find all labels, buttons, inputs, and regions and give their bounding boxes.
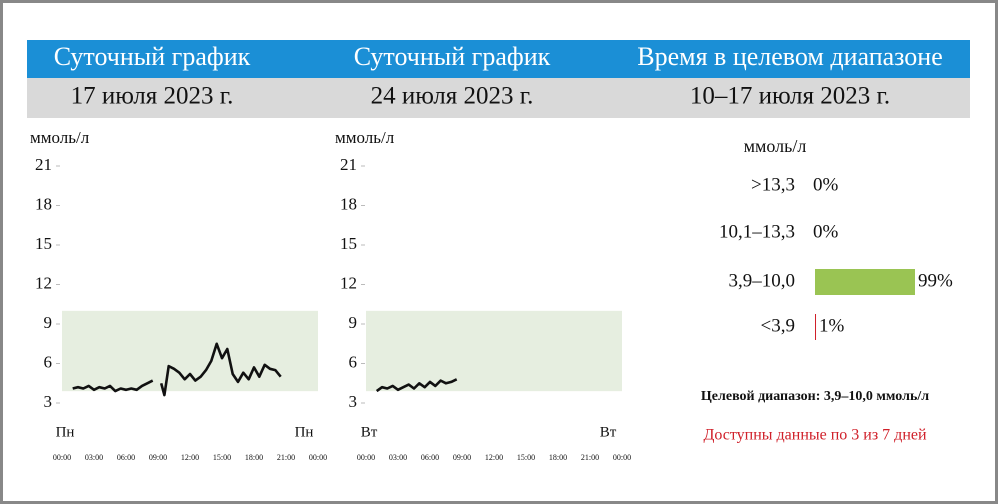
x-tick-label: 09:00 (149, 453, 167, 462)
bar (815, 269, 915, 295)
y-tick-label: 9 (44, 313, 53, 332)
y-tick-label: 15 (340, 234, 357, 253)
day-label: Пн (295, 424, 314, 440)
y-tick-label: 15 (35, 234, 52, 253)
target-band (366, 310, 622, 392)
header-bar (27, 40, 970, 78)
header: Суточный график (54, 42, 251, 71)
x-tick-label: 00:00 (613, 453, 631, 462)
range-label: 10,1–13,3 (719, 221, 795, 242)
day-label: Вт (600, 424, 617, 440)
x-tick-label: 18:00 (245, 453, 263, 462)
y-tick-label: 9 (349, 313, 358, 332)
x-tick-label: 03:00 (85, 453, 103, 462)
x-tick-label: 00:00 (309, 453, 327, 462)
day-label: Пн (56, 424, 75, 440)
y-tick-label: 21 (340, 155, 357, 174)
y-tick-label: 6 (349, 352, 358, 371)
x-tick-label: 09:00 (453, 453, 471, 462)
x-tick-label: 18:00 (549, 453, 567, 462)
y-axis-label: ммоль/л (335, 128, 395, 147)
date: 10–17 июля 2023 г. (690, 83, 890, 110)
target-band (62, 310, 318, 392)
x-tick-label: 00:00 (53, 453, 71, 462)
date-bar (27, 78, 970, 118)
range-label: 3,9–10,0 (729, 270, 796, 291)
value-label: 0% (813, 174, 839, 195)
x-tick-label: 06:00 (421, 453, 439, 462)
x-tick-label: 12:00 (181, 453, 199, 462)
bar (815, 314, 817, 340)
date: 24 июля 2023 г. (371, 83, 534, 110)
y-tick-label: 12 (35, 273, 52, 292)
glucose-line (375, 378, 458, 393)
x-tick-label: 21:00 (581, 453, 599, 462)
y-tick-label: 3 (349, 392, 358, 411)
x-tick-label: 03:00 (389, 453, 407, 462)
y-tick-label: 12 (340, 273, 357, 292)
header: Суточный график (354, 42, 551, 71)
y-tick-label: 6 (44, 352, 53, 371)
unit-label: ммоль/л (744, 136, 807, 156)
y-axis-label: ммоль/л (30, 128, 90, 147)
x-tick-label: 15:00 (213, 453, 231, 462)
warning: Доступны данные по 3 из 7 дней (703, 427, 927, 444)
value-label: 0% (813, 221, 839, 242)
note: Целевой диапазон: 3,9–10,0 ммоль/л (701, 389, 929, 404)
x-tick-label: 00:00 (357, 453, 375, 462)
glucose-line (72, 342, 282, 397)
value-label: 99% (918, 270, 953, 291)
header: Время в целевом диапазоне (637, 42, 942, 71)
x-tick-label: 12:00 (485, 453, 503, 462)
x-tick-label: 06:00 (117, 453, 135, 462)
y-tick-label: 18 (340, 194, 357, 213)
value-label: 1% (819, 315, 845, 336)
y-tick-label: 3 (44, 392, 53, 411)
y-tick-label: 18 (35, 194, 52, 213)
date: 17 июля 2023 г. (71, 83, 234, 110)
day-label: Вт (361, 424, 378, 440)
x-tick-label: 21:00 (277, 453, 295, 462)
range-label: <3,9 (761, 315, 795, 336)
y-tick-label: 21 (35, 155, 52, 174)
x-tick-label: 15:00 (517, 453, 535, 462)
range-label: >13,3 (751, 174, 795, 195)
